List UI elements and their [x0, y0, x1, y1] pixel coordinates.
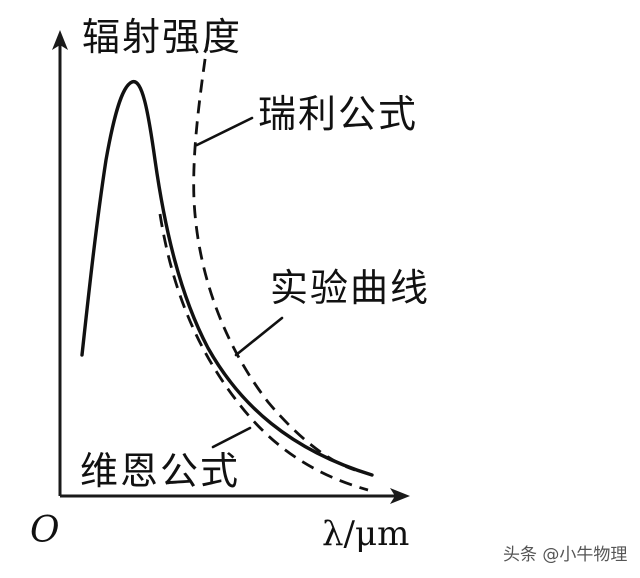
x-axis-label: λ/μm	[322, 514, 409, 554]
experiment-label: 实验曲线	[270, 266, 430, 310]
wien-label: 维恩公式	[80, 449, 240, 493]
experiment-curve	[80, 80, 374, 477]
wien-curve	[158, 213, 369, 492]
watermark-text: 头条 @小牛物理	[503, 545, 627, 565]
x-axis-arrow	[390, 488, 410, 504]
rayleigh-label: 瑞利公式	[258, 92, 418, 136]
y-axis-arrow	[52, 30, 68, 50]
experiment-leader-line	[234, 316, 284, 357]
y-axis-label: 辐射强度	[82, 15, 242, 59]
rayleigh-curve	[192, 37, 356, 472]
rayleigh-leader-line	[195, 116, 254, 147]
wien-leader-line	[211, 426, 252, 449]
origin-label: O	[30, 510, 60, 551]
